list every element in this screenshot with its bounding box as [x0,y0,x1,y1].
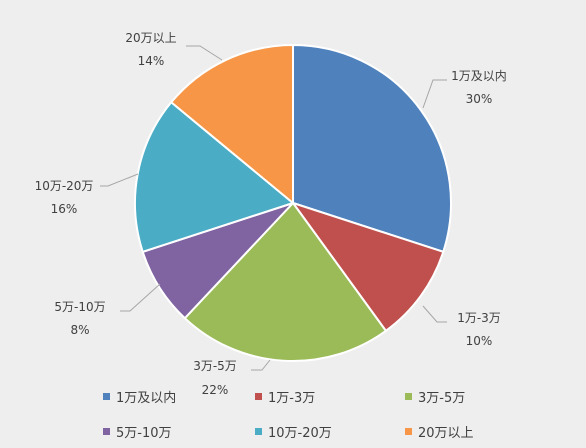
pie-slice-20万以上 [169,43,294,206]
legend-label-3万-5万: 3万-5万 [418,391,465,406]
legend-label-1万及以内: 1万及以内 [116,390,176,406]
slice-label-20万以上: 20万以上 [125,31,176,45]
pie-slice-1万及以内 [292,43,452,254]
slice-label-1万及以内: 1万及以内 [451,69,507,83]
legend-swatch-1万及以内 [103,393,110,400]
slice-value-10万-20万: 16% [51,202,78,216]
legend-label-1万-3万: 1万-3万 [268,391,315,406]
pie-slice-10万-20万 [134,100,296,254]
legend-swatch-3万-5万 [405,393,412,400]
legend-swatch-1万-3万 [255,393,262,400]
slice-label-3万-5万: 3万-5万 [193,359,237,373]
legend-swatch-10万-20万 [255,428,262,435]
slice-label-1万-3万: 1万-3万 [457,311,501,325]
pie-slice-3万-5万 [183,201,388,362]
slice-value-1万-3万: 10% [466,334,493,348]
legend-swatch-20万以上 [405,428,412,435]
slice-value-3万-5万: 22% [202,383,229,397]
legend: 1万及以内 1万-3万 3万-5万 5万-10万 10万-20万 20万以上 [103,390,474,441]
leader-line-1 [422,79,447,109]
leader-line-4 [120,283,161,312]
leader-line-6 [186,45,223,61]
legend-label-20万以上: 20万以上 [418,426,474,441]
legend-label-10万-20万: 10万-20万 [268,426,332,441]
slice-value-5万-10万: 8% [70,323,89,337]
legend-swatch-5万-10万 [103,428,110,435]
leader-line-5 [100,173,139,187]
pie-slices [134,43,452,362]
slice-value-20万以上: 14% [138,54,165,68]
slice-value-1万及以内: 30% [466,92,493,106]
legend-label-5万-10万: 5万-10万 [116,426,172,441]
leader-line-3 [251,359,271,371]
pie-slice-1万-3万 [290,201,445,333]
slice-label-10万-20万: 10万-20万 [35,179,94,193]
leader-line-2 [422,305,447,323]
slice-label-5万-10万: 5万-10万 [54,300,105,314]
